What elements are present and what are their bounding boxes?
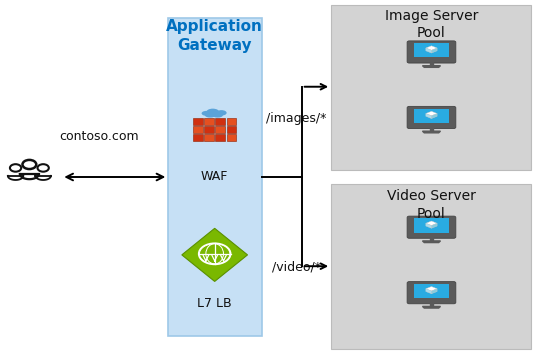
Polygon shape <box>426 111 437 116</box>
Bar <box>193 118 203 125</box>
FancyBboxPatch shape <box>407 216 456 238</box>
Polygon shape <box>426 289 431 294</box>
Bar <box>205 134 214 141</box>
Polygon shape <box>431 289 437 294</box>
Polygon shape <box>426 223 431 228</box>
Polygon shape <box>431 48 437 53</box>
Polygon shape <box>430 127 433 131</box>
Polygon shape <box>426 48 431 53</box>
FancyBboxPatch shape <box>168 18 262 336</box>
Ellipse shape <box>207 109 219 115</box>
Text: contoso.com: contoso.com <box>59 130 139 143</box>
Text: WAF: WAF <box>201 170 229 183</box>
Text: Application
Gateway: Application Gateway <box>166 19 263 53</box>
Polygon shape <box>426 221 437 225</box>
Text: /images/*: /images/* <box>266 112 327 125</box>
FancyBboxPatch shape <box>407 282 456 304</box>
Polygon shape <box>426 286 437 291</box>
Bar <box>205 118 214 125</box>
Text: Image Server
Pool: Image Server Pool <box>385 9 478 40</box>
Polygon shape <box>422 66 441 67</box>
Ellipse shape <box>205 113 215 118</box>
Ellipse shape <box>202 111 211 116</box>
Polygon shape <box>422 241 441 242</box>
Polygon shape <box>182 228 248 281</box>
Bar <box>227 134 237 141</box>
Bar <box>216 126 225 133</box>
Bar <box>193 126 203 133</box>
Text: /video/*: /video/* <box>272 261 321 274</box>
Bar <box>227 126 237 133</box>
Bar <box>193 134 203 141</box>
Ellipse shape <box>213 113 223 118</box>
FancyBboxPatch shape <box>331 5 531 170</box>
FancyBboxPatch shape <box>407 41 456 63</box>
Polygon shape <box>422 307 441 308</box>
FancyBboxPatch shape <box>414 218 449 233</box>
Polygon shape <box>430 302 433 307</box>
Bar <box>205 126 214 133</box>
Bar <box>216 134 225 141</box>
Polygon shape <box>431 114 437 119</box>
Text: Video Server
Pool: Video Server Pool <box>387 189 476 221</box>
Bar <box>227 118 237 125</box>
Polygon shape <box>422 131 441 133</box>
FancyBboxPatch shape <box>414 109 449 123</box>
FancyBboxPatch shape <box>414 43 449 57</box>
Text: L7 LB: L7 LB <box>198 297 232 310</box>
Bar <box>216 118 225 125</box>
Polygon shape <box>430 237 433 241</box>
Ellipse shape <box>216 110 226 115</box>
Polygon shape <box>430 62 433 66</box>
FancyBboxPatch shape <box>407 107 456 129</box>
Polygon shape <box>431 223 437 228</box>
Polygon shape <box>426 46 437 50</box>
FancyBboxPatch shape <box>414 284 449 298</box>
Polygon shape <box>426 114 431 119</box>
FancyBboxPatch shape <box>331 184 531 349</box>
